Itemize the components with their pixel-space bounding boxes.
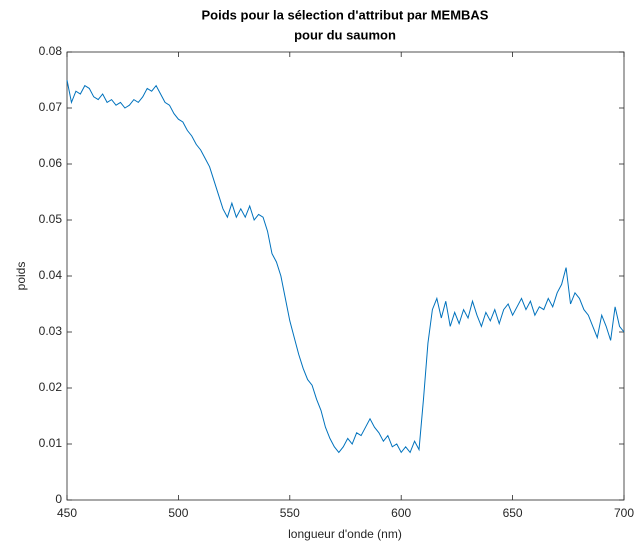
y-tick-label: 0.02 bbox=[39, 380, 63, 394]
x-axis-label: longueur d'onde (nm) bbox=[288, 527, 402, 541]
y-tick-label: 0.01 bbox=[39, 436, 63, 450]
x-tick-label: 650 bbox=[503, 506, 523, 520]
line bbox=[66, 79, 625, 454]
x-tick-label: 450 bbox=[57, 506, 77, 520]
y-axis-label: poids bbox=[14, 262, 28, 291]
x-tick-label: 600 bbox=[391, 506, 411, 520]
chart-title: pour du saumon bbox=[294, 27, 396, 42]
y-tick-label: 0.04 bbox=[39, 268, 63, 282]
chart-title: Poids pour la sélection d'attribut par M… bbox=[202, 7, 489, 22]
y-tick-label: 0.03 bbox=[39, 324, 63, 338]
y-tick-label: 0.06 bbox=[39, 156, 63, 170]
y-tick-label: 0.07 bbox=[39, 100, 63, 114]
y-tick-label: 0.05 bbox=[39, 212, 63, 226]
plot-box bbox=[66, 51, 625, 501]
y-tick-label: 0 bbox=[55, 492, 62, 506]
x-tick-label: 700 bbox=[614, 506, 634, 520]
x-tick-label: 550 bbox=[280, 506, 300, 520]
y-tick-label: 0.08 bbox=[39, 44, 63, 58]
x-tick-label: 500 bbox=[168, 506, 188, 520]
